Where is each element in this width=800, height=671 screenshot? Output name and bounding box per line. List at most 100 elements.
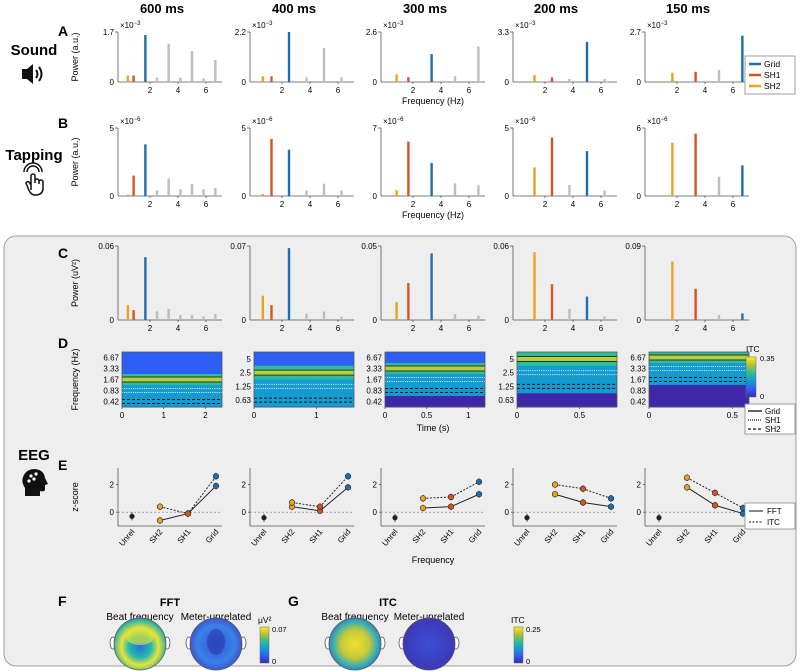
bar-other: [717, 315, 721, 320]
heatmap-x-tick-label: 0.5: [574, 411, 586, 420]
fft-point: [579, 499, 587, 506]
bar-sh1: [550, 284, 554, 320]
x-tick-label: 4: [571, 86, 576, 95]
heatmap-band: [122, 396, 222, 408]
itc-colorbar-min: 0: [760, 392, 764, 401]
heatmap-y-tick-label: 3.33: [366, 365, 382, 374]
heatmap-band: [517, 365, 617, 380]
y-tick-zero-label: 0: [110, 78, 115, 87]
bar-sh2: [533, 252, 536, 320]
heatmap-band: [122, 352, 222, 364]
line-legend-grid: Grid: [765, 407, 780, 416]
head-eeg-icon: [22, 469, 48, 496]
bar-other: [155, 77, 159, 82]
itc-point: [316, 503, 324, 510]
y-tick-max-label: 3.3: [498, 28, 510, 37]
y-tick-label: 0: [242, 508, 247, 517]
x-tick-label: 4: [703, 324, 708, 333]
spectrum-B-panel-3: 7 0 ×10−6 2 4 6: [373, 117, 485, 209]
tempo-header-5: 150 ms: [666, 1, 710, 16]
x-tick-label: 2: [280, 324, 285, 333]
x-tick-label: 2: [411, 324, 416, 333]
x-tick-label: 6: [467, 324, 472, 333]
tempo-header-1: 600 ms: [140, 1, 184, 16]
bar-grid: [741, 35, 744, 82]
itc-heatmap-panel-1: 6.67 3.33 1.67 0.83 0.420 1 2: [103, 351, 223, 420]
fft-point: [711, 502, 719, 509]
fft-point: [551, 491, 559, 498]
heatmap-y-tick-label: 0.63: [235, 396, 251, 405]
bar-grid: [144, 257, 147, 320]
heatmap-band: [385, 374, 485, 386]
x-axis-label-D: Time (s): [417, 423, 450, 433]
heatmap-band: [122, 385, 222, 397]
bar-other: [603, 78, 606, 82]
bar-other: [167, 178, 170, 196]
scale-exponent: ×10−6: [647, 117, 668, 126]
bar-grid: [287, 32, 291, 82]
bar-sh1: [550, 137, 554, 196]
x-tick-label: 4: [571, 200, 576, 209]
spectrum-A-panel-5: 2.7 0 ×10−3 2 4 6: [630, 21, 749, 95]
x-axis-label-E: Frequency: [412, 555, 455, 565]
scale-exponent: ×10−3: [383, 21, 404, 30]
spectrum-row-A: 1.7 0 ×10−3 2 4 6 2.2 0 ×10−3 2 4 6 2.6 0 ×10−3 2 4 6 3.3 0…: [70, 21, 749, 106]
y-axis-label-C: Power (uV²): [70, 259, 80, 307]
itc-line-legend: Grid SH1 SH2: [744, 403, 796, 435]
x-tick-label: 6: [336, 86, 341, 95]
spectrum-B-panel-4: 5 0 ×10−6 2 4 6: [505, 117, 617, 209]
scale-exponent: ×10−6: [252, 117, 273, 126]
bar-other: [322, 183, 326, 196]
itc-point: [579, 485, 587, 492]
bar-sh2: [126, 305, 130, 320]
tap-hand-icon: [23, 162, 44, 196]
heatmap-x-tick-label: 2: [203, 411, 208, 420]
heatmap-y-tick-label: 5: [510, 355, 515, 364]
y-tick-max-label: 0.06: [98, 242, 114, 251]
y-tick-zero-label: 0: [637, 78, 642, 87]
bar-other: [179, 189, 182, 196]
topo-fft-beat-head: [109, 616, 171, 671]
bar-other: [305, 190, 308, 196]
heatmap-frame: [516, 351, 618, 408]
y-tick-zero-label: 0: [373, 192, 378, 201]
heatmap-frame: [384, 351, 486, 408]
heatmap-y-tick-label: 3.33: [630, 365, 646, 374]
bar-other: [155, 190, 159, 196]
heatmap-grid-peak: [122, 377, 222, 382]
heatmap-y-tick-label: 0.42: [630, 398, 646, 407]
spectrum-B-panel-5: 6 0 ×10−6 2 4 6: [637, 117, 749, 209]
heatmap-band: [122, 363, 222, 375]
scale-exponent: ×10−3: [252, 21, 273, 30]
bar-sh2: [261, 295, 265, 320]
spectrum-A-panel-1: 1.7 0 ×10−3 2 4 6: [103, 21, 222, 95]
bar-other: [214, 59, 217, 82]
spectrum-legend: Grid SH1 SH2: [744, 55, 796, 95]
itc-heatmap-panel-4: 5 2.5 1.25 0.630 0.5: [498, 351, 618, 420]
heatmap-y-tick-label: 6.67: [366, 354, 382, 363]
y-tick-zero-label: 0: [505, 316, 510, 325]
x-tick-label: 4: [439, 324, 444, 333]
bar-sh2: [261, 76, 265, 82]
bar-grid: [287, 149, 291, 196]
bar-grid: [144, 34, 147, 82]
heatmap-y-tick-label: 0.83: [630, 387, 646, 396]
bar-sh2: [671, 72, 674, 82]
itc-colorbar-title: ITC: [746, 344, 760, 354]
itc-heatmap-panel-5: 6.67 3.33 1.67 0.83 0.420 0.5: [630, 351, 750, 420]
bar-sh1: [270, 305, 273, 320]
heatmap-y-tick-label: 1.67: [103, 376, 119, 385]
heatmap-band: [254, 379, 354, 394]
y-tick-zero-label: 0: [373, 316, 378, 325]
bar-other: [179, 315, 182, 320]
itc-point: [711, 489, 719, 496]
topo-itc-title: ITC: [379, 597, 397, 609]
bar-grid: [741, 165, 744, 196]
itc-heatmap-panel-2: 5 2.5 1.25 0.630 1: [235, 351, 355, 420]
heatmap-grid-peak: [517, 356, 617, 361]
heatmap-x-tick-label: 0.5: [421, 411, 433, 420]
heatmap-y-tick-label: 1.67: [366, 376, 382, 385]
y-tick-max-label: 0.05: [361, 242, 377, 251]
bar-other: [453, 314, 457, 320]
y-tick-max-label: 5: [242, 124, 247, 133]
